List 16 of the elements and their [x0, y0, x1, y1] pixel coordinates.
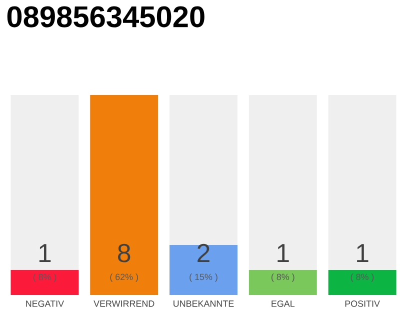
x-tick-label: VERWIRREND: [94, 300, 154, 307]
annotation: ( 8% ): [350, 274, 374, 282]
annotation: ( 15% ): [190, 274, 218, 282]
x-tick-label: POSITIV: [345, 300, 380, 307]
chart-title: 089856345020: [7, 6, 204, 28]
x-tick-label: EGAL: [272, 300, 295, 307]
data-label: 1: [39, 244, 51, 262]
x-tick-label: UNBEKANNTE: [174, 300, 234, 307]
annotation: ( 62% ): [110, 274, 138, 282]
data-label: 8: [118, 244, 130, 262]
data-label: 2: [198, 244, 210, 262]
annotation: ( 8% ): [33, 274, 56, 282]
data-label: 1: [357, 244, 368, 262]
data-label: 1: [278, 244, 289, 262]
x-tick-label: NEGATIV: [26, 300, 64, 307]
annotation: ( 8% ): [272, 274, 294, 282]
